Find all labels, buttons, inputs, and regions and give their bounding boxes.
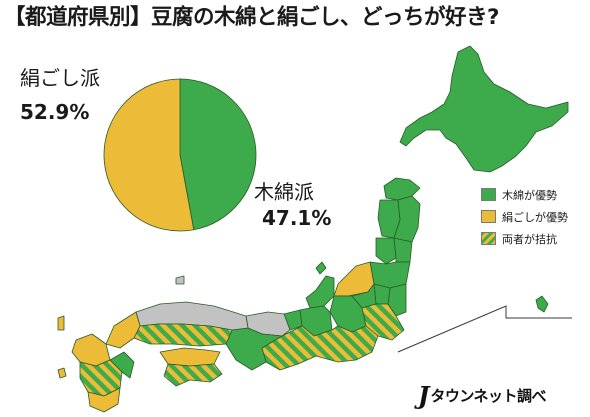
prefecture-okayama-hiroshima	[133, 323, 233, 347]
island-tsushima	[57, 315, 65, 331]
legend-item-momen: 木綿が優勢	[481, 188, 568, 202]
kinu-percent: 52.9%	[20, 100, 90, 124]
prefecture-kyushu-east	[109, 351, 135, 379]
legend: 木綿が優勢 絹ごしが優勢 両者が拮抗	[481, 188, 568, 254]
prefecture-okinawa	[535, 295, 549, 313]
legend-label: 両者が拮抗	[502, 232, 557, 246]
island-oki	[175, 275, 185, 285]
prefecture-kinki	[225, 327, 283, 371]
credit-logo-mark: J	[418, 380, 430, 410]
legend-label: 絹ごしが優勢	[502, 210, 568, 224]
prefecture-miyagi	[393, 237, 413, 263]
prefecture-tokai	[261, 325, 379, 371]
prefecture-yamaguchi	[105, 311, 141, 349]
island-goto	[57, 367, 67, 379]
legend-swatch-yellow	[481, 210, 496, 223]
credit-text: タウンネット調べ	[430, 386, 547, 405]
prefecture-yamagata	[375, 237, 397, 265]
prefecture-niigata	[333, 261, 375, 297]
prefecture-tochigi	[373, 283, 391, 305]
island-sado	[315, 261, 327, 275]
legend-item-kinu: 絹ごしが優勢	[481, 210, 568, 224]
prefecture-kyushu-north	[71, 333, 111, 367]
prefecture-aomori	[383, 177, 421, 201]
pie-slice-kinu	[103, 78, 195, 232]
japan-map	[57, 45, 569, 413]
prefecture-shikoku-south	[163, 363, 223, 387]
prefecture-hokkaido	[399, 45, 569, 173]
okinawa-inset-frame	[397, 305, 572, 353]
credit: J タウンネット調べ	[418, 380, 588, 410]
legend-swatch-green	[481, 188, 496, 201]
page-title: 【都道府県別】豆腐の木綿と絹ごし、どっちが好き?	[4, 5, 499, 30]
momen-percent: 47.1%	[262, 206, 332, 230]
pie-chart	[103, 78, 257, 232]
prefecture-shikoku-north	[159, 347, 221, 367]
prefecture-kyushu-south	[87, 387, 121, 413]
prefecture-toyama-ishikawa	[305, 275, 335, 309]
momen-label: 木綿派	[254, 180, 314, 204]
legend-swatch-stripes	[481, 232, 496, 245]
legend-label: 木綿が優勢	[502, 188, 557, 202]
pie-slice-momen	[179, 78, 257, 231]
legend-item-tie: 両者が拮抗	[481, 232, 568, 246]
kinu-label: 絹ごし派	[20, 66, 100, 90]
